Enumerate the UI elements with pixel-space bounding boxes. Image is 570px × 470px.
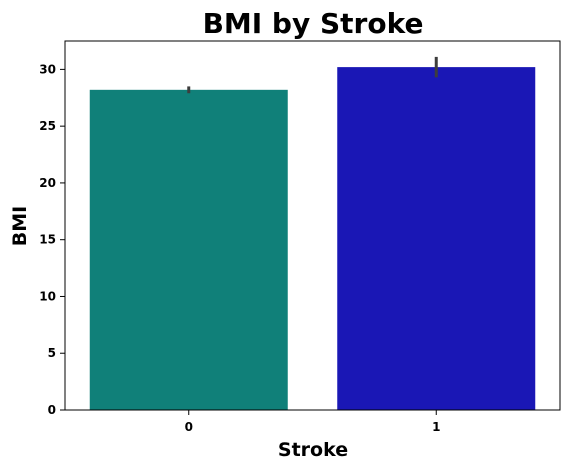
y-axis-label: BMI <box>9 206 31 246</box>
x-tick-label-0: 0 <box>185 420 193 434</box>
plot-frame <box>64 40 561 411</box>
y-tick-label-10: 10 <box>39 289 56 303</box>
chart-title: BMI by Stroke <box>203 7 424 40</box>
y-tick-label-25: 25 <box>39 119 56 133</box>
y-tick-label-20: 20 <box>39 176 56 190</box>
x-tick-label-1: 1 <box>432 420 440 434</box>
y-tick-label-5: 5 <box>48 346 56 360</box>
bar-0 <box>89 89 288 411</box>
y-tick-label-0: 0 <box>48 403 56 417</box>
y-tick-label-30: 30 <box>39 62 56 76</box>
x-axis-label: Stroke <box>278 439 348 461</box>
bar-1 <box>337 67 536 411</box>
y-tick-label-15: 15 <box>39 233 56 247</box>
